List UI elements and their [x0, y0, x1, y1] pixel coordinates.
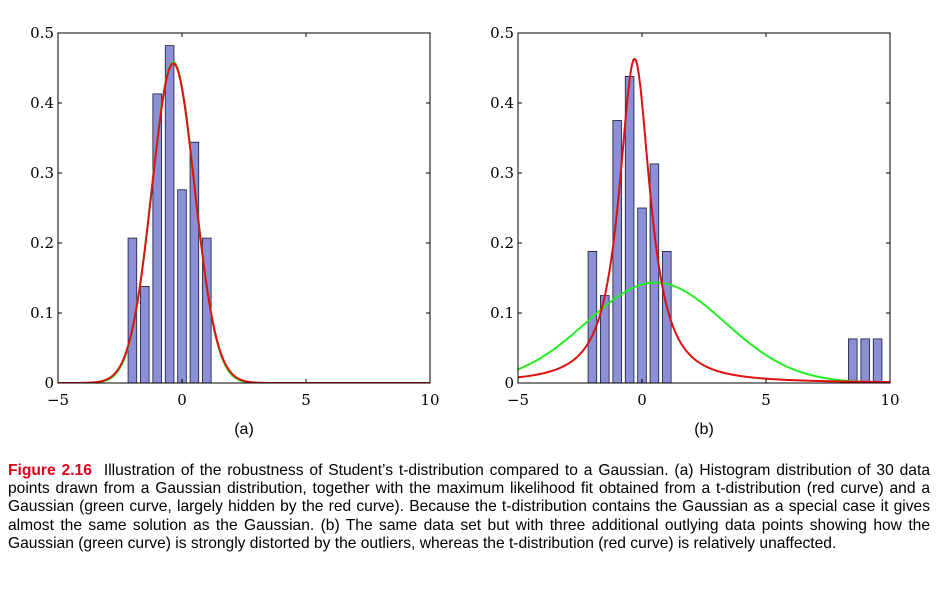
- x-tick-label: 5: [301, 391, 311, 409]
- y-tick-label: 0.3: [30, 164, 54, 182]
- y-tick-label: 0.4: [30, 94, 54, 112]
- panel-label: (a): [234, 421, 254, 438]
- histogram-bar: [860, 338, 870, 384]
- student-t-curve: [58, 62, 430, 383]
- x-tick-label: −5: [507, 391, 529, 409]
- gaussian-curve: [58, 60, 430, 383]
- histogram-bar: [177, 189, 187, 384]
- x-tick-label: −5: [47, 391, 69, 409]
- x-tick-label: 10: [880, 391, 899, 409]
- panel-label: (b): [694, 421, 714, 438]
- y-tick-label: 0.5: [490, 24, 514, 42]
- axes-frame: [57, 32, 431, 384]
- figure-label: Figure 2.16: [8, 462, 92, 479]
- student-t-curve: [518, 57, 890, 383]
- y-tick-label: 0.5: [30, 24, 54, 42]
- y-tick-label: 0.2: [490, 234, 514, 252]
- histogram-bar: [624, 76, 635, 384]
- histogram-bar: [164, 45, 175, 384]
- y-tick-label: 0.1: [30, 304, 54, 322]
- y-tick-label: 0.4: [490, 94, 514, 112]
- y-tick-label: 0.2: [30, 234, 54, 252]
- caption-text: Illustration of the robustness of Studen…: [8, 462, 930, 552]
- axes-frame: [517, 32, 891, 384]
- gaussian-curve: [518, 281, 890, 383]
- y-tick-label: 0.1: [490, 304, 514, 322]
- histogram-bar: [612, 120, 622, 384]
- histogram-bar: [872, 338, 883, 384]
- x-tick-label: 0: [177, 391, 187, 409]
- figure-caption: Figure 2.16 Illustration of the robustnes…: [8, 462, 930, 553]
- x-tick-label: 0: [637, 391, 647, 409]
- x-tick-label: 5: [761, 391, 771, 409]
- y-tick-label: 0: [504, 374, 514, 392]
- y-tick-label: 0: [44, 374, 54, 392]
- histogram-bar: [848, 338, 858, 384]
- x-tick-label: 10: [420, 391, 439, 409]
- histogram-bar: [140, 285, 150, 384]
- histogram-bar: [637, 207, 647, 384]
- y-tick-label: 0.3: [490, 164, 514, 182]
